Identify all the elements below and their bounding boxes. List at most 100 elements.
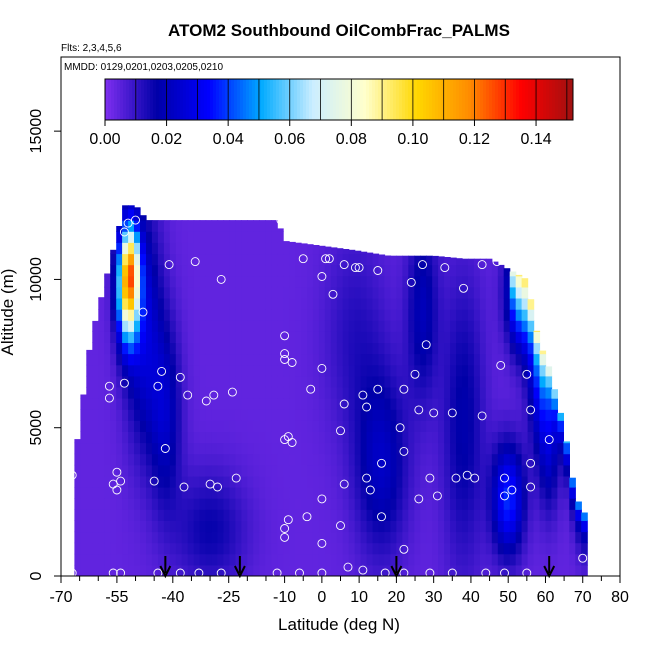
heatmap-cell	[366, 487, 374, 499]
heatmap-cell	[253, 420, 260, 432]
heatmap-cell	[414, 353, 421, 366]
heatmap-cell	[181, 431, 189, 444]
heatmap-cell	[116, 353, 123, 366]
heatmap-cell	[128, 509, 135, 521]
heatmap-cell	[318, 353, 326, 366]
colorbar-swatch	[270, 79, 274, 120]
heatmap-cell	[187, 475, 195, 488]
heatmap-cell	[229, 220, 236, 232]
heatmap-cell	[205, 298, 213, 310]
heatmap-cell	[301, 364, 308, 377]
heatmap-cell	[187, 253, 195, 266]
heatmap-cell	[175, 375, 183, 388]
heatmap-cell	[318, 464, 326, 477]
flights-note: Flts: 2,3,4,5,6	[61, 43, 122, 54]
heatmap-cell	[354, 342, 362, 355]
heatmap-cell	[462, 553, 469, 566]
heatmap-cell	[265, 498, 272, 510]
profile-point	[104, 381, 114, 391]
heatmap-cell	[187, 375, 195, 388]
heatmap-cell	[497, 475, 505, 488]
heatmap-cell	[336, 487, 344, 499]
profile-point	[440, 263, 450, 273]
heatmap-cell	[450, 487, 457, 499]
heatmap-cell	[92, 464, 99, 477]
heatmap-cell	[211, 431, 219, 444]
heatmap-cell	[271, 386, 278, 399]
x-tick-label: 10	[350, 589, 368, 606]
colorbar-swatch	[444, 79, 448, 120]
heatmap-cell	[253, 353, 260, 366]
heatmap-cell	[408, 420, 415, 432]
heatmap-cell	[348, 353, 356, 366]
colorbar-swatch	[291, 79, 295, 120]
heatmap-cell	[241, 564, 248, 576]
heatmap-cell	[515, 331, 523, 343]
heatmap-cell	[396, 275, 403, 288]
heatmap-cell	[193, 375, 201, 388]
heatmap-cell	[211, 364, 219, 377]
heatmap-cell	[456, 309, 463, 321]
heatmap-cell	[539, 531, 547, 544]
heatmap-cell	[98, 353, 105, 366]
heatmap-cell	[163, 498, 171, 510]
heatmap-cell	[265, 253, 272, 266]
heatmap-cell	[491, 342, 499, 355]
heatmap-cell	[462, 520, 469, 533]
heatmap-cell	[104, 542, 111, 555]
heatmap-cell	[146, 275, 153, 288]
heatmap-cell	[324, 364, 332, 377]
heatmap-cell	[396, 353, 403, 366]
heatmap-cell	[253, 342, 260, 355]
heatmap-cell	[330, 531, 338, 544]
heatmap-cell	[426, 431, 433, 444]
heatmap-cell	[432, 487, 439, 499]
heatmap-cell	[557, 531, 564, 544]
heatmap-cell	[140, 342, 147, 355]
heatmap-cell	[569, 477, 576, 488]
heatmap-cell	[485, 342, 493, 355]
heatmap-cell	[259, 264, 266, 277]
heatmap-cell	[86, 375, 93, 388]
heatmap-cell	[366, 320, 374, 332]
heatmap-cell	[163, 320, 171, 332]
heatmap-cell	[312, 320, 320, 332]
heatmap-cell	[521, 520, 529, 533]
heatmap-cell	[503, 531, 511, 544]
heatmap-cell	[80, 520, 87, 533]
heatmap-cell	[241, 364, 248, 377]
heatmap-cell	[527, 353, 535, 366]
heatmap-cell	[557, 487, 564, 499]
heatmap-cell	[420, 520, 427, 533]
heatmap-cell	[312, 386, 320, 399]
heatmap-cell	[444, 275, 451, 288]
colorbar-tick-label: 0.10	[397, 131, 428, 148]
heatmap-cell	[330, 320, 338, 332]
heatmap-cell	[92, 475, 99, 488]
heatmap-cell	[402, 442, 409, 455]
heatmap-cell	[408, 564, 415, 576]
heatmap-cell	[432, 275, 439, 288]
heatmap-cell	[277, 253, 284, 266]
heatmap-cell	[229, 309, 236, 321]
heatmap-cell	[122, 509, 129, 521]
heatmap-cell	[307, 475, 314, 488]
heatmap-cell	[199, 231, 207, 243]
heatmap-cell	[259, 442, 266, 455]
heatmap-cell	[217, 564, 225, 576]
heatmap-cell	[181, 364, 189, 377]
heatmap-cell	[277, 542, 284, 555]
profile-point	[399, 544, 409, 554]
heatmap-cell	[169, 464, 177, 477]
profile-point	[328, 289, 338, 299]
heatmap-cell	[515, 420, 523, 432]
heatmap-cell	[199, 409, 207, 421]
heatmap-cell	[307, 453, 314, 466]
heatmap-cell	[468, 464, 475, 477]
heatmap-cell	[348, 453, 356, 466]
heatmap-cell	[545, 420, 553, 432]
heatmap-cell	[193, 409, 201, 421]
heatmap-cell	[360, 353, 368, 366]
heatmap-cell	[217, 553, 225, 566]
heatmap-cell	[181, 286, 189, 299]
